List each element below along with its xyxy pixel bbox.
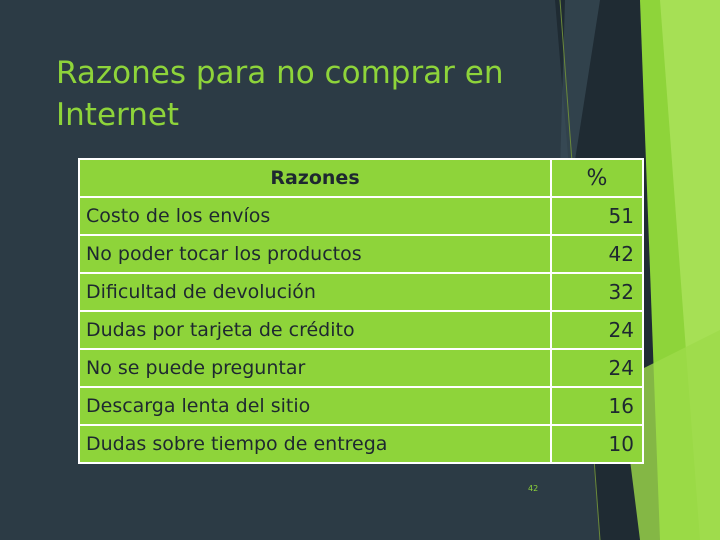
header-razones: Razones: [78, 158, 552, 198]
row-value: 10: [550, 424, 644, 464]
table-row: Dudas por tarjeta de crédito 24: [78, 310, 644, 350]
row-reason: No se puede preguntar: [78, 348, 552, 388]
page-number: 42: [528, 484, 539, 493]
row-value: 51: [550, 196, 644, 236]
row-reason: No poder tocar los productos: [78, 234, 552, 274]
row-reason: Costo de los envíos: [78, 196, 552, 236]
row-value: 32: [550, 272, 644, 312]
header-percent: %: [550, 158, 644, 198]
table-row: Descarga lenta del sitio 16: [78, 386, 644, 426]
row-reason: Dificultad de devolución: [78, 272, 552, 312]
row-reason: Dudas sobre tiempo de entrega: [78, 424, 552, 464]
row-value: 42: [550, 234, 644, 274]
table-row: Costo de los envíos 51: [78, 196, 644, 236]
row-value: 24: [550, 310, 644, 350]
table-row: Dificultad de devolución 32: [78, 272, 644, 312]
slide-title: Razones para no comprar en Internet: [56, 52, 576, 136]
table-row: No poder tocar los productos 42: [78, 234, 644, 274]
reasons-table: Razones % Costo de los envíos 51 No pode…: [78, 158, 644, 464]
table-row: No se puede preguntar 24: [78, 348, 644, 388]
slide-title-line-1: Razones para no comprar en: [56, 55, 504, 91]
row-reason: Dudas por tarjeta de crédito: [78, 310, 552, 350]
slide-title-line-2: Internet: [56, 97, 180, 133]
row-value: 16: [550, 386, 644, 426]
table-row: Dudas sobre tiempo de entrega 10: [78, 424, 644, 464]
row-reason: Descarga lenta del sitio: [78, 386, 552, 426]
table-header-row: Razones %: [78, 158, 644, 198]
row-value: 24: [550, 348, 644, 388]
